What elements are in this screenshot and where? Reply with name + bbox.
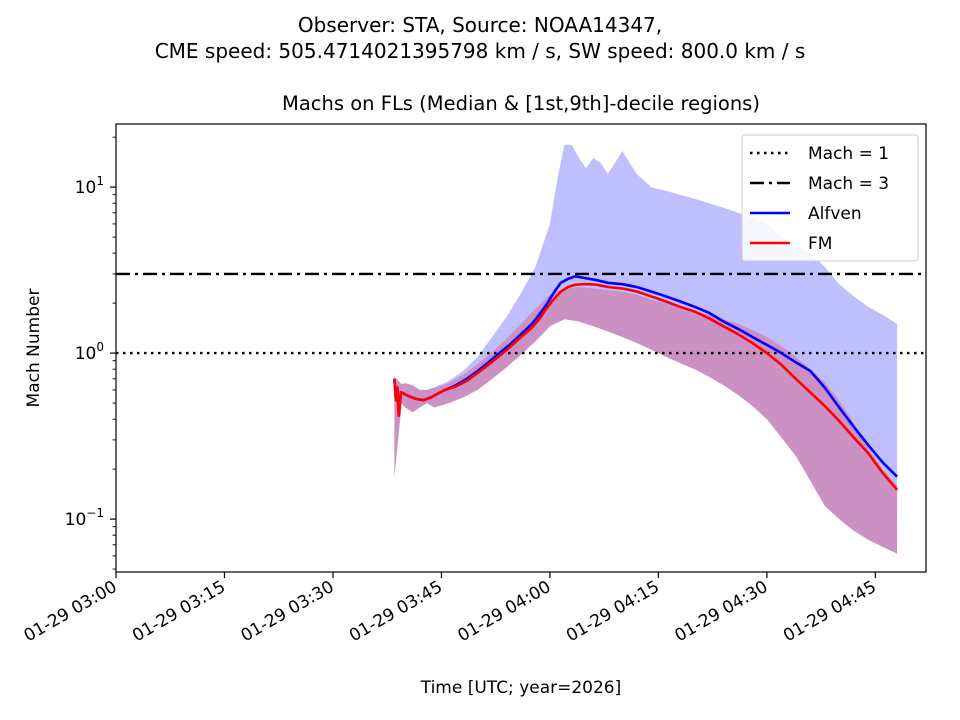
y-axis: 10−1 100 101 xyxy=(65,136,116,570)
figure-title-line-1: Observer: STA, Source: NOAA14347, xyxy=(297,13,663,37)
figure-title-line-2: CME speed: 505.4714021395798 km / s, SW … xyxy=(154,39,806,63)
x-tick-label: 01-29 04:00 xyxy=(455,577,555,646)
x-tick-label: 01-29 04:15 xyxy=(563,577,663,646)
x-tick-label: 01-29 04:45 xyxy=(780,577,880,646)
legend: Mach = 1 Mach = 3 Alfven FM xyxy=(741,134,919,262)
legend-label-alfven: Alfven xyxy=(808,204,862,224)
y-tick-label: 100 xyxy=(75,340,104,364)
legend-label-mach-1: Mach = 1 xyxy=(808,144,889,164)
plot-frame xyxy=(115,123,927,573)
chart-title: Machs on FLs (Median & [1st,9th]-decile … xyxy=(282,92,760,115)
figure-title: Observer: STA, Source: NOAA14347, CME sp… xyxy=(0,12,960,64)
y-tick-label: 10−1 xyxy=(65,506,104,530)
x-tick-label: 01-29 04:30 xyxy=(672,577,772,646)
x-tick-label: 01-29 03:30 xyxy=(238,577,338,646)
y-tick-label: 101 xyxy=(75,174,104,198)
median-lines xyxy=(393,274,899,491)
legend-label-mach-3: Mach = 3 xyxy=(808,174,889,194)
x-tick-label: 01-29 03:15 xyxy=(129,577,229,646)
x-axis: 01-29 03:00 01-29 03:15 01-29 03:30 01-29 0… xyxy=(21,572,880,646)
x-axis-label: Time [UTC; year=2026] xyxy=(420,678,622,698)
fm-median-line xyxy=(393,282,899,491)
x-tick-label: 01-29 03:00 xyxy=(21,577,121,646)
fm-decile-band xyxy=(394,287,898,554)
legend-box xyxy=(741,134,919,262)
y-axis-label: Mach Number xyxy=(24,289,44,408)
reference-lines xyxy=(116,272,926,355)
x-tick-label: 01-29 03:45 xyxy=(346,577,446,646)
legend-label-fm: FM xyxy=(808,234,832,254)
